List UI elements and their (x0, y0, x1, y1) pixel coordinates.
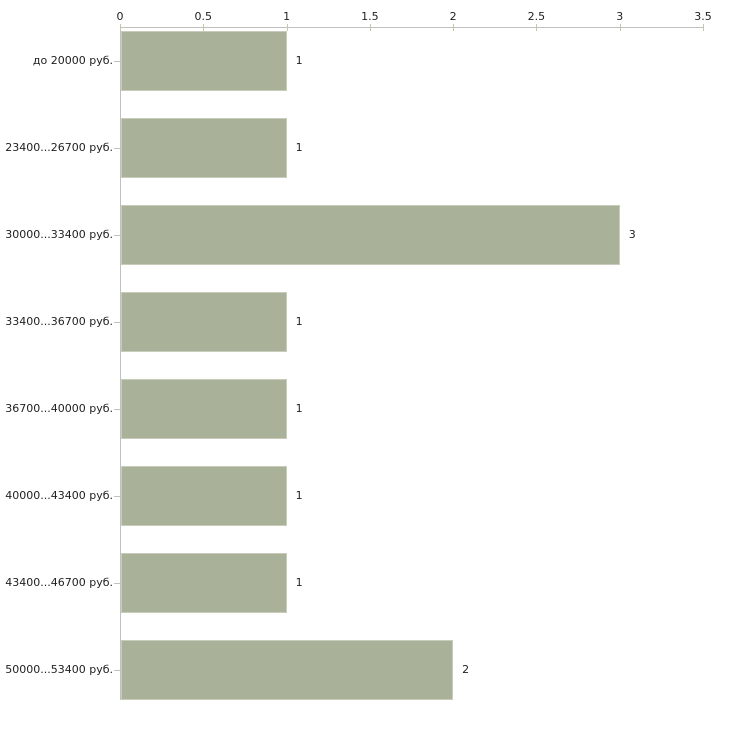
y-axis-tick-mark (114, 322, 120, 323)
y-axis-category-label: до 20000 руб. (32, 54, 113, 67)
bar (121, 640, 454, 700)
x-axis-tick-label: 2 (449, 10, 457, 23)
x-axis-tick-label: 0.5 (194, 10, 213, 23)
bar (121, 292, 287, 352)
x-axis-tick-mark (120, 24, 121, 31)
x-axis-tick-mark (703, 24, 704, 31)
y-axis-category-label: 36700...40000 руб. (5, 402, 113, 415)
y-axis-tick-mark (114, 583, 120, 584)
bar-value-label: 1 (295, 402, 303, 415)
bar (121, 553, 287, 613)
y-axis-category-label: 50000...53400 руб. (5, 663, 113, 676)
y-axis-category-label: 33400...36700 руб. (5, 315, 113, 328)
bar (121, 118, 287, 178)
bar-value-label: 2 (462, 663, 470, 676)
x-axis-tick-label: 0 (116, 10, 124, 23)
y-axis-line (120, 27, 121, 700)
x-axis-tick-label: 3.5 (694, 10, 712, 23)
x-axis-tick-label: 3 (616, 10, 624, 23)
bar-value-label: 1 (295, 54, 303, 67)
x-axis-tick-label: 1.5 (361, 10, 379, 23)
bar-value-label: 1 (295, 141, 303, 154)
x-axis-tick-label: 2.5 (527, 10, 546, 23)
bar (121, 466, 287, 526)
y-axis-tick-mark (114, 409, 120, 410)
y-axis-tick-mark (114, 670, 120, 671)
bar (121, 379, 287, 439)
bar-value-label: 3 (628, 228, 636, 241)
x-axis-line (120, 27, 704, 28)
y-axis-category-label: 40000...43400 руб. (5, 489, 113, 502)
bar-value-label: 1 (295, 315, 303, 328)
x-axis-tick-mark (369, 24, 371, 31)
bar-value-label: 1 (295, 576, 303, 589)
y-axis-category-label: 43400...46700 руб. (5, 576, 113, 589)
y-axis-tick-mark (114, 496, 120, 497)
y-axis-category-label: 30000...33400 руб. (5, 228, 113, 241)
x-axis-tick-mark (619, 24, 621, 31)
bar-value-label: 1 (295, 489, 303, 502)
bar (121, 205, 620, 265)
y-axis-category-label: 23400...26700 руб. (5, 141, 113, 154)
x-axis-tick-mark (453, 24, 455, 31)
y-axis-tick-mark (114, 148, 120, 149)
bar (121, 31, 287, 91)
x-axis-tick-mark (203, 24, 205, 31)
x-axis-tick-mark (536, 24, 538, 31)
x-axis-tick-label: 1 (283, 10, 291, 23)
x-axis-tick-mark (286, 24, 288, 31)
y-axis-tick-mark (114, 61, 120, 62)
y-axis-tick-mark (114, 235, 120, 236)
